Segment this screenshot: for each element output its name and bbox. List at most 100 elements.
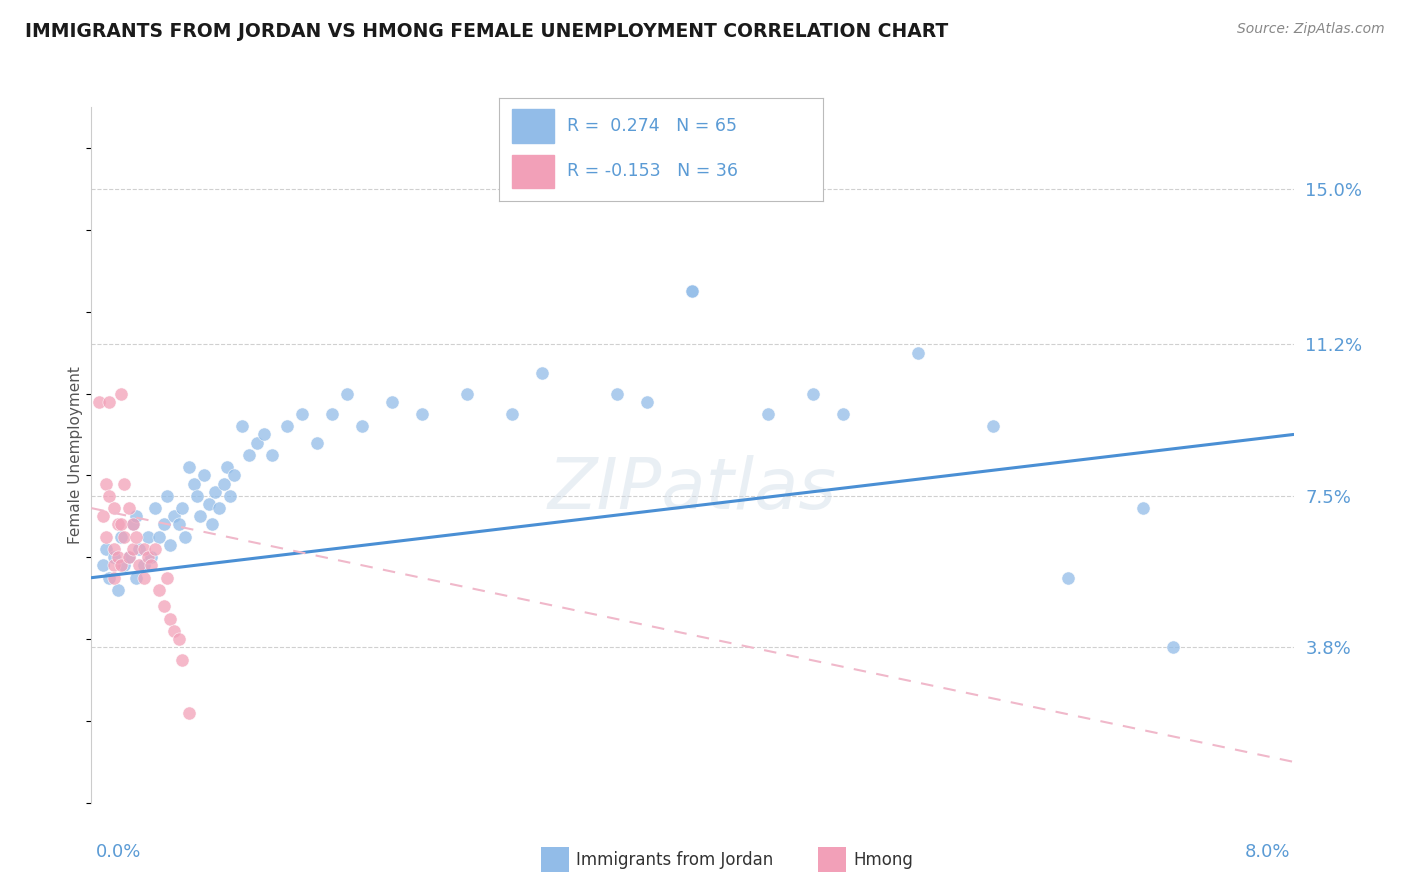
Point [143, 542, 166, 557]
Point [159, 612, 181, 626]
Text: 8.0%: 8.0% [1246, 843, 1291, 861]
Point [224, 468, 246, 483]
Point [636, 394, 658, 409]
Point [456, 386, 478, 401]
Point [173, 530, 195, 544]
Point [177, 460, 200, 475]
Point [122, 517, 145, 532]
Point [155, 571, 177, 585]
Point [336, 386, 359, 401]
Point [107, 517, 129, 532]
Point [163, 624, 186, 638]
Bar [512, 154, 554, 188]
Point [138, 550, 160, 565]
Point [93, 509, 115, 524]
Point [1161, 640, 1184, 655]
Point [291, 407, 314, 421]
Point [103, 542, 125, 557]
Point [260, 448, 283, 462]
Point [253, 427, 276, 442]
Point [110, 530, 132, 544]
Point [350, 419, 373, 434]
Point [110, 386, 132, 401]
Point [96, 542, 118, 557]
Point [606, 386, 628, 401]
Point [107, 582, 129, 597]
Point [114, 476, 136, 491]
Text: Immigrants from Jordan: Immigrants from Jordan [576, 851, 773, 869]
Point [98, 571, 121, 585]
Point [201, 517, 224, 532]
Point [118, 550, 141, 565]
Point [103, 571, 125, 585]
Point [155, 489, 177, 503]
Point [114, 558, 136, 573]
Point [132, 542, 155, 557]
Point [152, 599, 174, 614]
Point [238, 448, 260, 462]
Point [148, 582, 170, 597]
Point [148, 530, 170, 544]
Point [103, 558, 125, 573]
Point [177, 706, 200, 720]
Point [381, 394, 404, 409]
Point [125, 571, 148, 585]
Point [167, 517, 190, 532]
Point [103, 550, 125, 565]
Text: R =  0.274   N = 65: R = 0.274 N = 65 [567, 118, 737, 136]
Text: R = -0.153   N = 36: R = -0.153 N = 36 [567, 162, 738, 180]
Point [114, 530, 136, 544]
Point [125, 530, 148, 544]
Point [321, 407, 343, 421]
Point [246, 435, 269, 450]
Point [122, 542, 145, 557]
Point [118, 550, 141, 565]
Point [197, 497, 219, 511]
Point [218, 489, 240, 503]
Point [231, 419, 253, 434]
Point [276, 419, 298, 434]
Point [152, 517, 174, 532]
Point [132, 558, 155, 573]
Point [212, 476, 235, 491]
Point [907, 345, 929, 359]
Point [107, 550, 129, 565]
Point [163, 509, 186, 524]
Point [93, 558, 115, 573]
Point [831, 407, 853, 421]
Point [125, 509, 148, 524]
Point [204, 484, 226, 499]
Point [193, 468, 215, 483]
Point [96, 530, 118, 544]
Point [96, 476, 118, 491]
Point [188, 509, 211, 524]
Point [1057, 571, 1080, 585]
Point [681, 284, 703, 298]
Text: IMMIGRANTS FROM JORDAN VS HMONG FEMALE UNEMPLOYMENT CORRELATION CHART: IMMIGRANTS FROM JORDAN VS HMONG FEMALE U… [25, 22, 949, 41]
Point [981, 419, 1004, 434]
Point [531, 366, 554, 380]
Point [681, 284, 703, 298]
Point [756, 407, 779, 421]
Point [103, 501, 125, 516]
Point [138, 530, 160, 544]
Point [183, 476, 205, 491]
Text: 0.0%: 0.0% [96, 843, 141, 861]
Point [141, 558, 163, 573]
Point [98, 489, 121, 503]
Point [167, 632, 190, 646]
Point [143, 501, 166, 516]
Point [186, 489, 208, 503]
Point [141, 550, 163, 565]
Point [411, 407, 433, 421]
Point [501, 407, 523, 421]
Point [110, 558, 132, 573]
Point [208, 501, 231, 516]
Text: ZIPatlas: ZIPatlas [548, 455, 837, 524]
Point [128, 542, 150, 557]
Text: Source: ZipAtlas.com: Source: ZipAtlas.com [1237, 22, 1385, 37]
Point [170, 501, 193, 516]
Point [98, 394, 121, 409]
Point [128, 558, 150, 573]
Point [118, 501, 141, 516]
